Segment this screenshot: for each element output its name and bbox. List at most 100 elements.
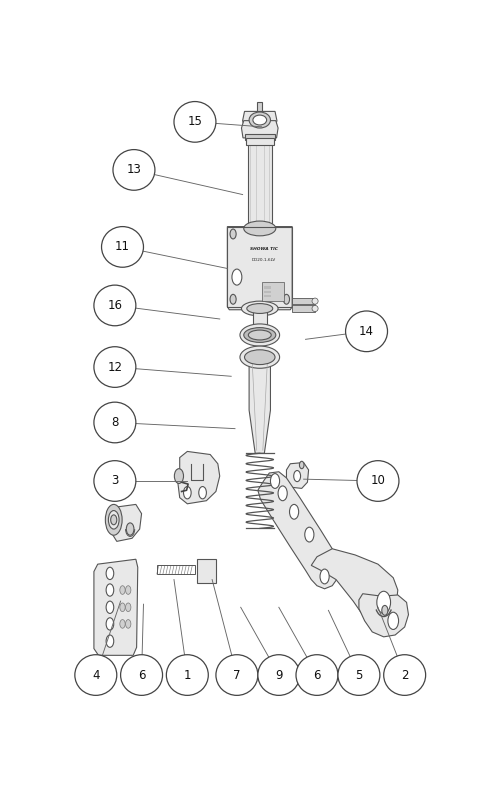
Ellipse shape [94, 285, 136, 326]
Ellipse shape [247, 303, 273, 314]
Circle shape [120, 603, 125, 611]
Ellipse shape [121, 654, 162, 695]
Polygon shape [249, 358, 271, 454]
Text: 4: 4 [92, 669, 99, 682]
Circle shape [289, 505, 299, 519]
Circle shape [305, 527, 314, 542]
Circle shape [320, 569, 329, 584]
Bar [292, 306, 315, 311]
Circle shape [199, 486, 207, 499]
Ellipse shape [216, 654, 258, 695]
Ellipse shape [108, 510, 119, 529]
Text: 8: 8 [111, 416, 119, 429]
Ellipse shape [94, 402, 136, 443]
Ellipse shape [312, 306, 318, 311]
Text: 6: 6 [313, 669, 321, 682]
Ellipse shape [296, 654, 338, 695]
Ellipse shape [101, 226, 144, 267]
Polygon shape [311, 549, 398, 621]
Bar [292, 298, 315, 304]
Polygon shape [242, 121, 278, 138]
Bar [264, 290, 271, 293]
Ellipse shape [244, 328, 276, 342]
Circle shape [106, 618, 114, 630]
Text: 2: 2 [401, 669, 408, 682]
Bar [245, 134, 275, 140]
Ellipse shape [94, 461, 136, 502]
Ellipse shape [384, 654, 426, 695]
Ellipse shape [248, 330, 271, 340]
Ellipse shape [240, 324, 279, 346]
Circle shape [125, 619, 131, 628]
Bar [253, 307, 267, 333]
Polygon shape [178, 451, 220, 504]
Bar [257, 102, 262, 111]
Ellipse shape [94, 346, 136, 387]
Text: 14: 14 [359, 325, 374, 338]
Bar [247, 136, 272, 226]
Circle shape [382, 606, 388, 615]
Circle shape [106, 601, 114, 614]
Polygon shape [94, 559, 138, 655]
Polygon shape [359, 594, 408, 637]
Bar [197, 559, 216, 582]
Text: 3: 3 [111, 474, 119, 487]
Ellipse shape [312, 298, 318, 304]
Ellipse shape [174, 102, 216, 142]
Bar [264, 295, 271, 298]
Ellipse shape [111, 515, 117, 525]
Bar [264, 286, 271, 289]
Circle shape [106, 635, 114, 647]
Bar [262, 282, 284, 301]
Text: 5: 5 [355, 669, 363, 682]
Circle shape [174, 469, 184, 483]
Ellipse shape [113, 150, 155, 190]
Circle shape [294, 470, 301, 482]
Circle shape [283, 294, 289, 304]
Bar [227, 226, 292, 306]
Circle shape [125, 586, 131, 594]
Ellipse shape [244, 221, 276, 236]
Text: 6: 6 [138, 669, 145, 682]
Text: 9: 9 [275, 669, 282, 682]
Circle shape [126, 523, 134, 535]
Circle shape [377, 591, 391, 614]
Text: 13: 13 [126, 163, 141, 177]
Ellipse shape [345, 311, 388, 352]
Text: 1: 1 [184, 669, 191, 682]
Ellipse shape [242, 301, 278, 316]
Ellipse shape [249, 112, 271, 128]
Ellipse shape [253, 115, 267, 125]
Text: 7: 7 [233, 669, 241, 682]
Ellipse shape [75, 654, 117, 695]
Text: 15: 15 [187, 115, 202, 128]
Text: 16: 16 [107, 299, 123, 312]
Text: 10: 10 [370, 474, 385, 487]
Text: 11: 11 [115, 241, 130, 254]
Circle shape [300, 462, 304, 469]
Text: SHOWA TIC: SHOWA TIC [249, 247, 277, 251]
Circle shape [106, 584, 114, 596]
Ellipse shape [338, 654, 380, 695]
Polygon shape [227, 226, 292, 310]
Polygon shape [243, 111, 277, 128]
Circle shape [230, 229, 236, 239]
Polygon shape [258, 472, 340, 589]
Text: DD20-1-6LV: DD20-1-6LV [251, 258, 276, 262]
Ellipse shape [105, 505, 122, 535]
Ellipse shape [166, 654, 208, 695]
Circle shape [106, 567, 114, 579]
Circle shape [232, 269, 242, 285]
Circle shape [388, 612, 399, 630]
Ellipse shape [258, 654, 300, 695]
Circle shape [230, 294, 236, 304]
Circle shape [120, 619, 125, 628]
Text: 12: 12 [107, 361, 123, 374]
Ellipse shape [357, 461, 399, 502]
Circle shape [125, 603, 131, 611]
Circle shape [120, 586, 125, 594]
Ellipse shape [245, 350, 275, 365]
Circle shape [278, 486, 287, 501]
Circle shape [271, 474, 279, 488]
Bar [246, 138, 274, 146]
